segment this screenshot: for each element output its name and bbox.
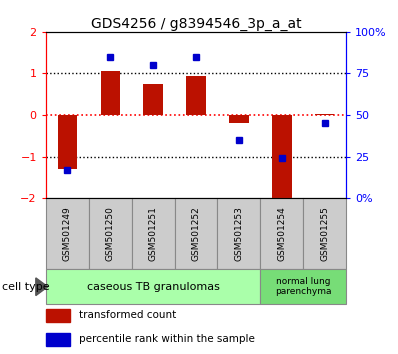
Bar bbox=[132, 198, 175, 269]
Bar bbox=[46, 309, 70, 322]
Bar bbox=[143, 84, 163, 115]
Bar bbox=[46, 333, 70, 346]
Bar bbox=[260, 198, 303, 269]
Text: caseous TB granulomas: caseous TB granulomas bbox=[87, 282, 220, 292]
Text: GSM501255: GSM501255 bbox=[320, 206, 329, 261]
Bar bbox=[217, 198, 260, 269]
Bar bbox=[175, 198, 217, 269]
Text: cell type: cell type bbox=[2, 282, 50, 292]
Bar bbox=[315, 114, 334, 115]
Bar bbox=[272, 115, 291, 200]
Text: GSM501252: GSM501252 bbox=[191, 206, 201, 261]
Text: GSM501254: GSM501254 bbox=[277, 206, 287, 261]
Text: GSM501250: GSM501250 bbox=[105, 206, 115, 261]
Text: GSM501249: GSM501249 bbox=[63, 206, 72, 261]
Bar bbox=[89, 198, 132, 269]
Bar bbox=[186, 76, 206, 115]
Bar bbox=[46, 198, 89, 269]
Title: GDS4256 / g8394546_3p_a_at: GDS4256 / g8394546_3p_a_at bbox=[91, 17, 301, 31]
Text: GSM501251: GSM501251 bbox=[148, 206, 158, 261]
Text: normal lung
parenchyma: normal lung parenchyma bbox=[275, 277, 332, 296]
Bar bbox=[229, 115, 249, 122]
Bar bbox=[58, 115, 77, 169]
Bar bbox=[46, 269, 260, 304]
Text: percentile rank within the sample: percentile rank within the sample bbox=[79, 335, 255, 344]
Text: GSM501253: GSM501253 bbox=[234, 206, 244, 261]
Bar bbox=[303, 198, 346, 269]
Bar bbox=[260, 269, 346, 304]
Bar bbox=[101, 72, 120, 115]
Text: transformed count: transformed count bbox=[79, 310, 176, 320]
